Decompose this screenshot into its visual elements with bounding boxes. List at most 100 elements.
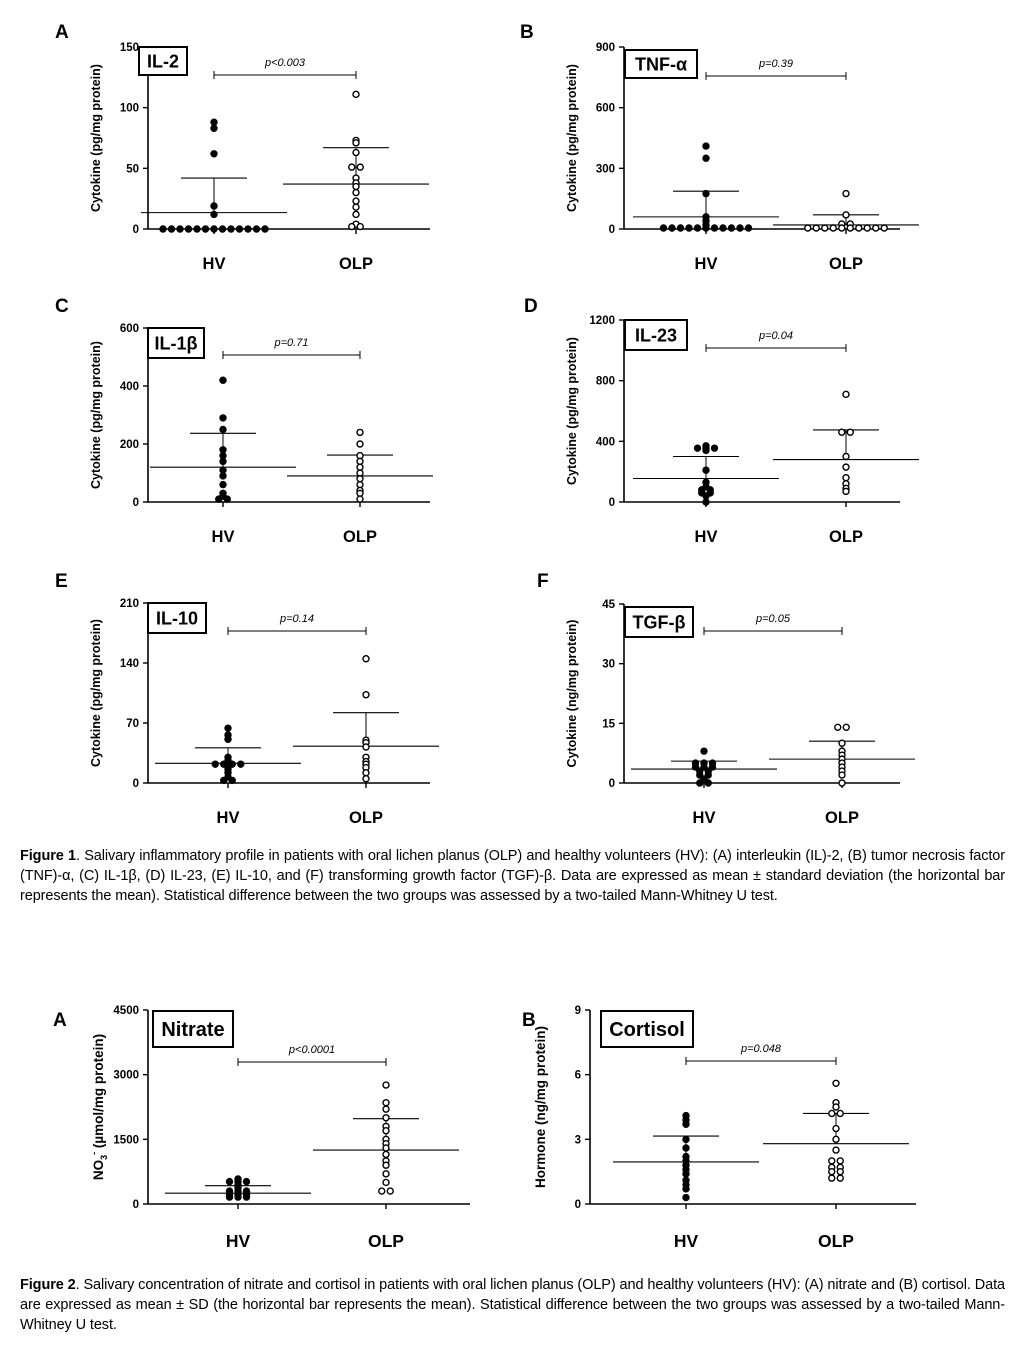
chart-cortisol: B 0 3 6 9 HV OLP Hormone (ng/mg protein) Cortiso… xyxy=(522,1005,916,1251)
y-axis-title: Cytokine (pg/mg protein) xyxy=(565,64,579,212)
y-tick-label: 600 xyxy=(120,323,139,335)
y-axis-title-part: NO xyxy=(91,1160,106,1180)
hv-data-point xyxy=(700,747,708,755)
hv-data-point xyxy=(219,472,227,480)
y-tick-label: 30 xyxy=(602,659,615,671)
olp-data-point xyxy=(842,474,850,482)
y-tick-label: 1200 xyxy=(589,315,615,327)
p-value-label: p=0.39 xyxy=(758,58,793,70)
olp-data-point xyxy=(832,1135,840,1144)
chart-title-box xyxy=(624,606,694,638)
figure-2-caption-text: . Salivary concentration of nitrate and … xyxy=(20,1277,1005,1333)
olp-data-point xyxy=(356,163,364,171)
x-tick-label: OLP xyxy=(825,809,859,827)
olp-data-point xyxy=(382,1144,390,1152)
y-tick-label: 100 xyxy=(120,103,139,115)
y-tick-label: 4500 xyxy=(113,1005,139,1017)
olp-data-point xyxy=(352,90,360,99)
x-tick-label: OLP xyxy=(829,255,863,273)
hv-data-point xyxy=(210,210,218,219)
olp-data-point xyxy=(352,188,360,197)
y-tick-label: 300 xyxy=(596,163,615,175)
chart-title: IL-23 xyxy=(635,326,677,346)
x-tick-label: OLP xyxy=(339,255,373,273)
chart-title: Nitrate xyxy=(161,1019,224,1041)
hv-data-point xyxy=(237,760,245,768)
hv-data-point xyxy=(702,154,710,162)
olp-data-point xyxy=(842,723,850,732)
olp-data-point xyxy=(382,1081,390,1089)
p-value-label: p=0.14 xyxy=(279,613,314,625)
y-axis-title: NO3- (µmol/mg protein) xyxy=(89,1034,109,1180)
hv-data-point xyxy=(708,763,717,771)
hv-data-point xyxy=(702,142,710,150)
panel-label: A xyxy=(55,22,69,43)
olp-data-point xyxy=(356,495,364,503)
x-tick-label: HV xyxy=(674,1231,699,1251)
olp-data-point xyxy=(838,428,846,436)
x-tick-label: OLP xyxy=(343,528,377,546)
p-value-label: p=0.04 xyxy=(758,330,793,342)
olp-data-point xyxy=(842,390,850,399)
y-tick-label: 400 xyxy=(120,381,139,393)
hv-data-point xyxy=(696,771,704,779)
olp-data-point xyxy=(846,428,854,436)
y-axis-title: Cytokine (ng/mg protein) xyxy=(565,620,579,768)
x-tick-label: HV xyxy=(203,255,226,273)
y-tick-label: 800 xyxy=(596,376,615,388)
hv-data-point xyxy=(234,1193,242,1201)
hv-data-point xyxy=(696,779,704,787)
hv-data-point xyxy=(219,480,227,489)
olp-data-point xyxy=(382,1105,390,1113)
hv-data-point xyxy=(176,225,184,233)
olp-data-point xyxy=(812,224,820,232)
olp-data-point xyxy=(352,210,360,219)
hv-data-point xyxy=(693,444,702,452)
p-value-label: p<0.0001 xyxy=(288,1044,335,1056)
y-tick-label: 0 xyxy=(133,224,139,236)
hv-data-point xyxy=(215,495,223,503)
hv-data-point xyxy=(219,414,227,422)
hv-data-point xyxy=(727,224,736,232)
chart-il-1b: C 0 200 400 600 HV OLP Cytokine (pg/mg protein)… xyxy=(55,296,433,546)
y-tick-label: 3 xyxy=(575,1134,581,1146)
olp-data-point xyxy=(836,1167,844,1176)
hv-data-point xyxy=(242,1177,251,1186)
hv-data-point xyxy=(702,466,710,474)
olp-data-point xyxy=(836,1109,844,1118)
olp-data-point xyxy=(356,440,364,448)
olp-data-point xyxy=(832,1146,840,1154)
olp-data-point xyxy=(382,1170,390,1178)
olp-data-point xyxy=(804,224,812,232)
x-tick-label: OLP xyxy=(349,809,383,827)
y-axis-title-sup: - xyxy=(89,1152,99,1155)
olp-data-point xyxy=(382,1098,390,1107)
y-axis-title: Cytokine (pg/mg protein) xyxy=(565,337,579,485)
olp-data-point xyxy=(378,1187,386,1195)
hv-data-point xyxy=(702,446,710,455)
hv-data-point xyxy=(228,776,236,785)
figure-2-caption: Figure 2. Salivary concentration of nitr… xyxy=(20,1275,1005,1335)
hv-data-point xyxy=(227,225,235,233)
hv-data-point xyxy=(219,376,227,384)
hv-data-point xyxy=(744,224,753,232)
hv-data-point xyxy=(682,1170,690,1178)
hv-data-point xyxy=(704,779,712,787)
olp-data-point xyxy=(829,224,837,232)
panel-label: B xyxy=(522,1010,536,1031)
hv-data-point xyxy=(261,225,269,233)
x-tick-label: OLP xyxy=(829,528,863,546)
olp-data-point xyxy=(842,487,850,496)
x-tick-label: HV xyxy=(695,528,718,546)
olp-data-point xyxy=(352,182,360,191)
y-tick-label: 150 xyxy=(120,42,139,54)
y-tick-label: 70 xyxy=(126,718,139,730)
x-tick-label: HV xyxy=(212,528,235,546)
y-tick-label: 1500 xyxy=(113,1134,139,1146)
hv-data-point xyxy=(702,224,710,232)
chart-title: Cortisol xyxy=(609,1019,685,1041)
y-tick-label: 0 xyxy=(609,224,615,236)
olp-data-point xyxy=(352,148,360,157)
y-tick-label: 6 xyxy=(575,1070,581,1082)
x-tick-label: HV xyxy=(217,809,240,827)
